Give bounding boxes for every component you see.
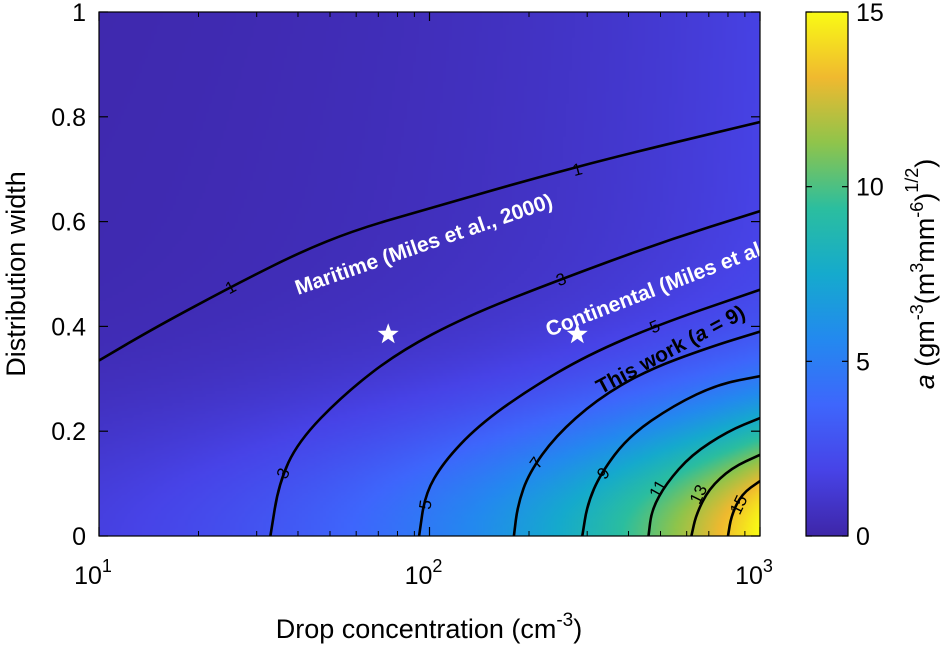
contour-1 (99, 120, 760, 362)
x-axis-label: Drop concentration (cm-3) (276, 610, 583, 644)
contour-11 (647, 416, 760, 536)
contour-label-5: 5 (415, 499, 435, 511)
y-tick-label: 0.2 (51, 418, 86, 446)
y-tick-label: 0.8 (51, 104, 86, 132)
y-axis-label: Distribution width (1, 171, 31, 377)
heatmap-image (99, 12, 760, 536)
star-marker-maritime (377, 323, 399, 344)
contour-3 (269, 209, 760, 536)
contour-7 (512, 330, 760, 536)
contour-13 (690, 453, 760, 536)
y-tick-label: 0 (72, 523, 86, 551)
x-tick-label: 101 (74, 556, 112, 590)
colorbar-tick-label: 15 (856, 0, 884, 27)
y-tick-label: 0.4 (51, 313, 86, 341)
colorbar (805, 11, 849, 537)
heatmap (99, 12, 760, 536)
markers (377, 323, 588, 344)
contour-9 (581, 374, 760, 536)
y-axis: 0 0.2 0.4 0.6 0.8 1 (51, 0, 760, 551)
y-tick-label: 0.6 (51, 209, 86, 237)
contour-label-1: 1 (570, 159, 584, 180)
y-tick-label: 1 (72, 0, 86, 27)
colorbar-tick-label: 0 (856, 523, 870, 551)
contour-5 (417, 288, 760, 536)
colorbar-ticks: 0 5 10 15 (806, 0, 884, 551)
x-tick-label: 102 (405, 556, 443, 590)
colorbar-label: a (gm-3(m3mm-6)1/2) (902, 159, 940, 390)
colorbar-tick-label: 5 (856, 348, 870, 376)
contour-lines (99, 120, 760, 536)
x-tick-label: 103 (735, 556, 773, 590)
star-marker-continental (566, 323, 588, 344)
x-axis: 101 102 103 (74, 12, 773, 590)
colorbar-tick-label: 10 (856, 174, 884, 202)
contour-15 (726, 479, 760, 536)
